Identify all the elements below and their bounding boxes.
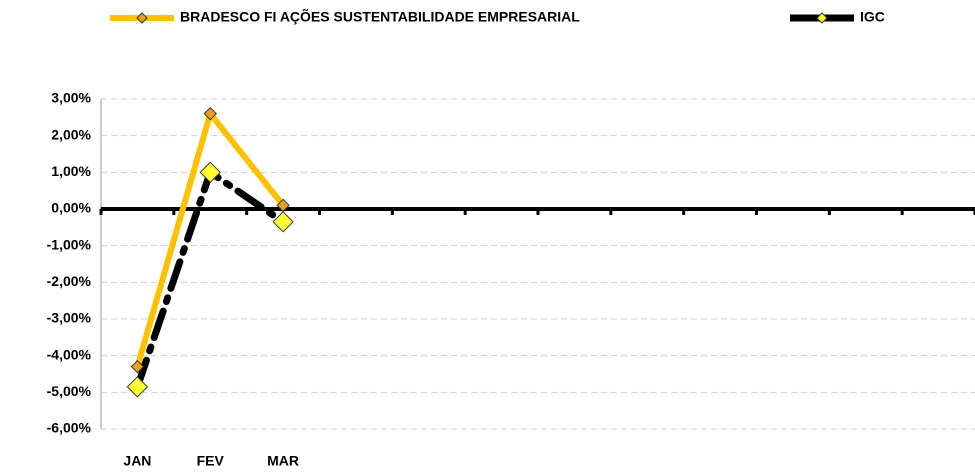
- series-line: [133, 166, 287, 391]
- legend-marker: [816, 12, 828, 24]
- x-tick-label: FEV: [197, 453, 225, 469]
- y-tick-label: -3,00%: [47, 310, 92, 326]
- y-tick-label: -1,00%: [47, 236, 92, 252]
- y-tick-label: -5,00%: [47, 383, 92, 399]
- x-tick-label: JAN: [123, 453, 151, 469]
- y-tick-label: 3,00%: [51, 90, 91, 106]
- legend-label: IGC: [860, 9, 885, 25]
- marker: [272, 211, 294, 233]
- marker: [126, 376, 149, 398]
- y-tick-label: -4,00%: [47, 346, 92, 362]
- marker: [199, 161, 221, 184]
- y-tick-label: 0,00%: [51, 200, 91, 216]
- x-tick-label: MAR: [267, 453, 299, 469]
- y-tick-label: 2,00%: [51, 126, 91, 142]
- marker: [203, 106, 217, 121]
- legend-marker: [136, 12, 148, 24]
- y-tick-label: 1,00%: [51, 163, 91, 179]
- y-tick-label: -6,00%: [47, 420, 92, 436]
- marker: [130, 359, 145, 374]
- legend-label: BRADESCO FI AÇÕES SUSTENTABILIDADE EMPRE…: [180, 8, 580, 25]
- y-tick-label: -2,00%: [47, 273, 92, 289]
